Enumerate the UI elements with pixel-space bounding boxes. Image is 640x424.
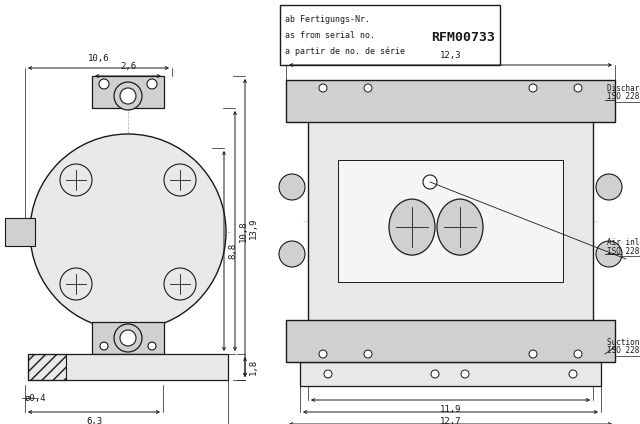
Circle shape <box>596 241 622 267</box>
Circle shape <box>461 370 469 378</box>
Circle shape <box>60 164 92 196</box>
Circle shape <box>569 370 577 378</box>
Text: Air inlet: Air inlet <box>607 238 640 247</box>
Circle shape <box>529 84 537 92</box>
Circle shape <box>120 330 136 346</box>
Text: Suction side: Suction side <box>607 338 640 347</box>
Text: ISO 228 - G 1/4: ISO 228 - G 1/4 <box>607 246 640 255</box>
Text: a partir de no. de série: a partir de no. de série <box>285 47 405 56</box>
Text: Discharge side: Discharge side <box>607 84 640 93</box>
Text: 1,8: 1,8 <box>249 359 258 375</box>
Circle shape <box>279 241 305 267</box>
Circle shape <box>148 342 156 350</box>
Circle shape <box>99 79 109 89</box>
Bar <box>300 362 601 386</box>
Text: ø0,4: ø0,4 <box>25 393 47 402</box>
Circle shape <box>147 79 157 89</box>
Bar <box>338 160 563 282</box>
Text: 12,7: 12,7 <box>440 417 461 424</box>
Bar <box>92 322 164 354</box>
Circle shape <box>114 324 142 352</box>
Circle shape <box>324 370 332 378</box>
Ellipse shape <box>437 199 483 255</box>
Circle shape <box>279 174 305 200</box>
Text: ab Fertigungs-Nr.: ab Fertigungs-Nr. <box>285 15 370 24</box>
Text: 11,9: 11,9 <box>440 405 461 414</box>
Text: 2,6: 2,6 <box>120 62 136 71</box>
Text: 13,9: 13,9 <box>249 217 258 239</box>
Circle shape <box>574 84 582 92</box>
Text: 10,6: 10,6 <box>88 54 109 63</box>
Bar <box>5 218 35 246</box>
Ellipse shape <box>30 134 226 330</box>
Ellipse shape <box>389 199 435 255</box>
Text: 10,8: 10,8 <box>239 220 248 242</box>
Text: RFM00733: RFM00733 <box>431 31 495 44</box>
Circle shape <box>431 370 439 378</box>
Text: as from serial no.: as from serial no. <box>285 31 375 40</box>
Circle shape <box>100 342 108 350</box>
Bar <box>286 320 615 362</box>
Bar <box>28 354 66 380</box>
Circle shape <box>319 350 327 358</box>
Bar <box>280 5 500 65</box>
Circle shape <box>114 82 142 110</box>
Bar <box>28 354 228 380</box>
Circle shape <box>364 350 372 358</box>
Text: 6,3: 6,3 <box>86 417 102 424</box>
Circle shape <box>164 164 196 196</box>
Bar <box>286 80 615 122</box>
Circle shape <box>574 350 582 358</box>
Circle shape <box>164 268 196 300</box>
Text: 12,3: 12,3 <box>440 51 461 60</box>
Circle shape <box>319 84 327 92</box>
Text: 8,8: 8,8 <box>228 243 237 259</box>
Bar <box>92 76 164 108</box>
Circle shape <box>596 174 622 200</box>
Circle shape <box>529 350 537 358</box>
Text: ISO 228 - G 1: ISO 228 - G 1 <box>607 346 640 355</box>
Circle shape <box>423 175 437 189</box>
Circle shape <box>60 268 92 300</box>
Circle shape <box>120 88 136 104</box>
Text: ISO 228 - G 1: ISO 228 - G 1 <box>607 92 640 101</box>
Circle shape <box>364 84 372 92</box>
Bar <box>308 120 593 322</box>
